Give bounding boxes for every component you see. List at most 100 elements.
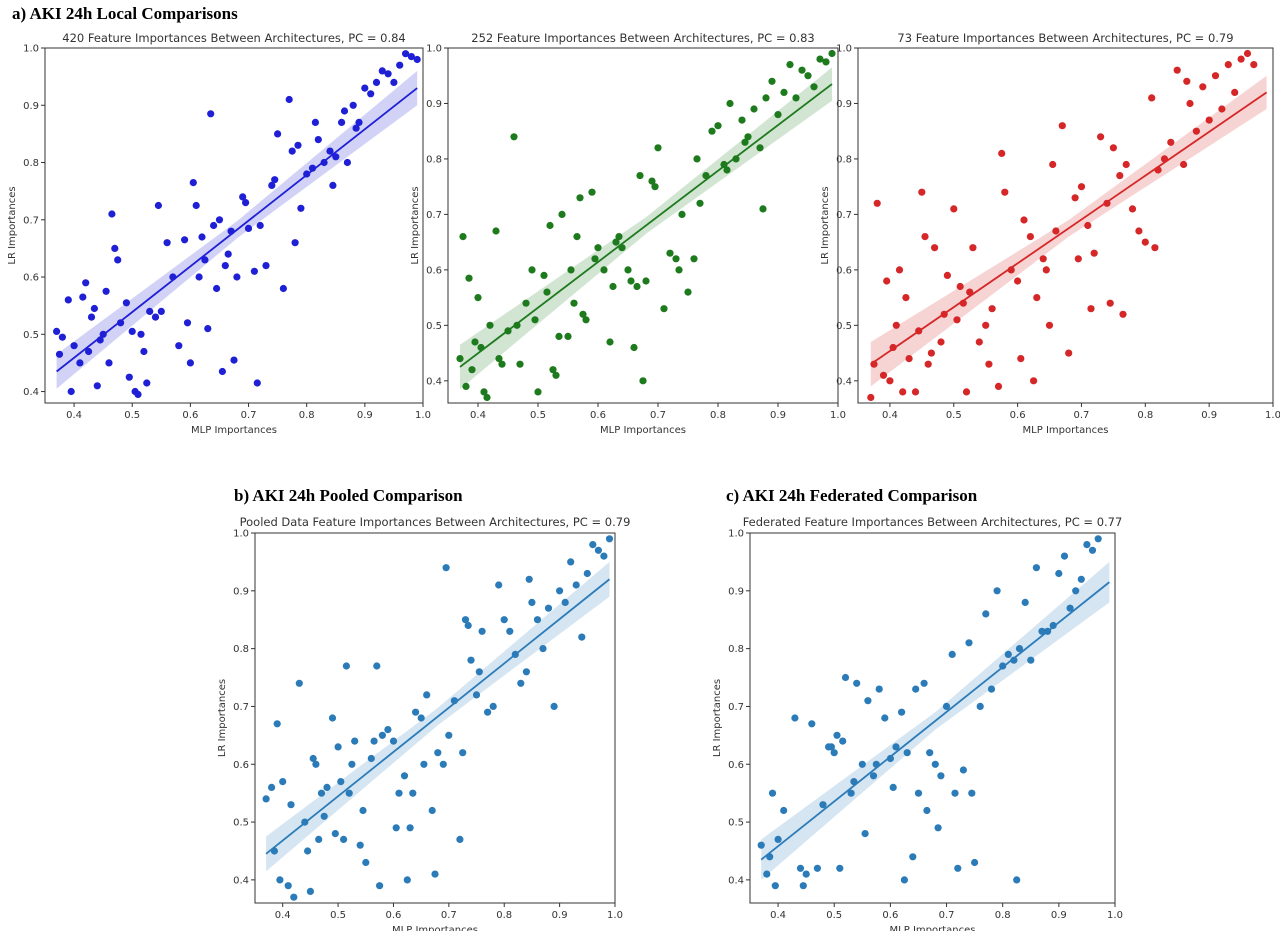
x-tick-label: 0.9	[357, 410, 373, 421]
y-tick-label: 0.6	[23, 273, 39, 284]
scatter-point	[1088, 546, 1097, 554]
scatter-point	[186, 359, 194, 367]
scatter-point	[55, 350, 64, 358]
scatter-point	[950, 205, 958, 213]
scatter-point	[864, 697, 872, 705]
scatter-point	[359, 806, 367, 815]
scatter-point	[340, 835, 348, 844]
y-tick-label: 0.6	[233, 760, 249, 771]
scatter-point	[462, 382, 470, 390]
scatter-point	[332, 153, 340, 161]
scatter-point	[475, 668, 483, 676]
scatter-point	[690, 255, 698, 263]
scatter-point	[723, 166, 731, 174]
scatter-point	[975, 338, 983, 346]
scatter-point	[268, 783, 276, 792]
y-tick-label: 0.4	[728, 875, 744, 886]
scatter-point	[338, 118, 346, 126]
scatter-point	[417, 714, 425, 722]
scatter-point	[218, 367, 226, 376]
scatter-point	[201, 256, 209, 264]
y-tick-label: 0.9	[426, 99, 442, 110]
scatter-point	[87, 313, 96, 321]
scatter-point	[1151, 244, 1159, 252]
scatter-point	[213, 284, 221, 293]
scatter-point	[1001, 188, 1009, 196]
scatter-point	[279, 778, 287, 786]
scatter-point	[1042, 266, 1050, 274]
y-tick-label: 0.8	[728, 644, 744, 655]
scatter-point	[210, 221, 218, 230]
scatter-point	[1045, 321, 1054, 329]
y-tick-label: 0.6	[728, 760, 744, 771]
chart-title: 73 Feature Importances Between Architect…	[897, 31, 1233, 45]
scatter-point	[1205, 116, 1213, 124]
x-tick-label: 1.0	[607, 910, 623, 921]
scatter-point	[909, 853, 917, 861]
scatter-point	[573, 233, 581, 241]
scatter-point	[1017, 355, 1025, 363]
scatter-point	[343, 158, 351, 167]
scatter-point	[309, 754, 317, 763]
scatter-point	[1066, 604, 1074, 612]
scatter-point	[468, 366, 476, 374]
y-tick-label: 0.7	[426, 210, 442, 221]
scatter-point	[90, 304, 98, 313]
scatter-point	[869, 772, 878, 780]
scatter-point	[627, 277, 635, 285]
x-tick-label: 1.0	[1265, 410, 1280, 421]
scatter-point	[836, 864, 844, 872]
scatter-point	[853, 679, 861, 687]
scatter-point	[780, 88, 788, 96]
chart-pooled: Pooled Data Feature Importances Between …	[217, 515, 630, 931]
scatter-point	[279, 284, 287, 293]
scatter-point	[1030, 377, 1038, 385]
scatter-point	[609, 282, 617, 291]
y-tick-label: 0.8	[233, 644, 249, 655]
confidence-band	[460, 67, 832, 390]
scatter-point	[962, 388, 971, 396]
scatter-point	[1026, 233, 1034, 241]
chart-title: 420 Feature Importances Between Architec…	[62, 31, 405, 45]
scatter-point	[900, 876, 909, 884]
x-tick-label: 0.4	[882, 410, 898, 421]
scatter-point	[931, 760, 939, 768]
scatter-point	[796, 864, 805, 872]
scatter-point	[920, 679, 928, 687]
scatter-point	[484, 708, 492, 716]
chart-federated: Federated Feature Importances Between Ar…	[712, 515, 1123, 931]
scatter-point	[567, 558, 575, 566]
x-axis-label: MLP Importances	[600, 425, 686, 436]
scatter-point	[349, 101, 357, 109]
scatter-point	[540, 271, 548, 279]
scatter-point	[378, 67, 386, 75]
scatter-point	[830, 749, 838, 757]
scatter-point	[558, 210, 566, 218]
x-tick-label: 0.4	[770, 910, 786, 921]
scatter-point	[550, 702, 558, 711]
scatter-point	[367, 754, 375, 763]
scatter-point	[242, 199, 250, 207]
scatter-point	[567, 266, 575, 274]
scatter-point	[937, 772, 945, 780]
scatter-point	[288, 147, 296, 155]
scatter-point	[192, 201, 200, 210]
scatter-point	[413, 55, 421, 64]
x-tick-label: 0.8	[1137, 410, 1153, 421]
scatter-point	[102, 287, 110, 295]
scatter-point	[224, 250, 232, 258]
scatter-point	[943, 271, 952, 279]
scatter-point	[918, 188, 926, 196]
scatter-point	[459, 749, 467, 757]
scatter-point	[615, 233, 623, 241]
scatter-point	[763, 870, 771, 878]
scatter-point	[134, 390, 142, 398]
x-tick-label: 0.9	[770, 410, 786, 421]
scatter-point	[768, 789, 777, 797]
scatter-point	[93, 382, 101, 390]
scatter-point	[666, 249, 674, 257]
scatter-point	[495, 355, 503, 363]
scatter-point	[827, 743, 836, 751]
scatter-point	[1116, 172, 1124, 180]
scatter-point	[456, 355, 464, 363]
